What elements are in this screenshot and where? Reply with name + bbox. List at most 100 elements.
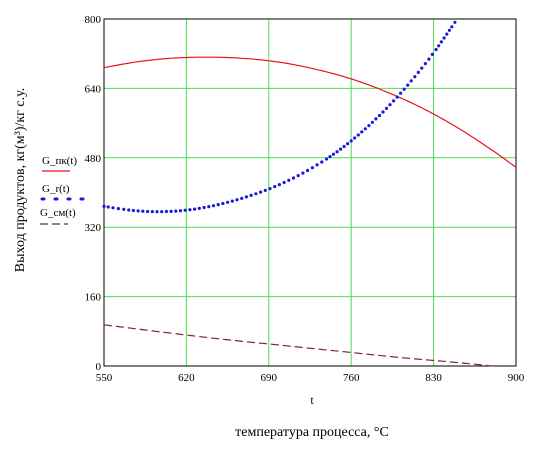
series-2-point — [437, 44, 441, 48]
series-2-point — [339, 147, 343, 151]
series-2-point — [402, 87, 406, 91]
series-2-point — [353, 136, 357, 140]
series-2-point — [160, 210, 164, 214]
series-2-point — [406, 83, 410, 87]
series-2-point — [122, 207, 126, 211]
series-2-point — [254, 192, 258, 196]
legend-label-series-3: G_см(t) — [40, 207, 76, 219]
series-2-point — [430, 52, 434, 57]
series-2-point — [356, 133, 360, 137]
series-2-point — [244, 195, 248, 199]
series-2-point — [310, 166, 314, 170]
series-2-point — [388, 103, 392, 107]
x-variable-label: t — [310, 393, 314, 407]
series-2-point — [434, 47, 438, 52]
x-tick-label: 830 — [425, 372, 442, 384]
series-2-point — [155, 210, 159, 214]
series-3 — [103, 324, 493, 367]
series-2-point — [423, 62, 427, 66]
series-2-point — [374, 117, 378, 121]
series-2 — [102, 20, 457, 214]
series-2-point — [277, 183, 281, 187]
series-2-point — [106, 205, 110, 209]
series-2-point — [413, 75, 417, 79]
series-2-point — [447, 28, 451, 32]
series-2-point — [445, 32, 449, 36]
series-2-point — [296, 174, 300, 178]
series-2-point — [381, 110, 385, 114]
series-2-point — [174, 209, 178, 213]
series-2-point — [331, 152, 336, 156]
series-2-point — [427, 57, 431, 61]
y-tick-label: 640 — [85, 83, 102, 95]
x-tick-label: 760 — [343, 372, 360, 384]
series-1 — [103, 56, 517, 168]
series-2-point — [211, 204, 216, 208]
y-tick-label: 0 — [96, 361, 102, 373]
series-2-point — [442, 36, 446, 40]
series-2-point — [453, 20, 457, 24]
series-2-point — [291, 176, 296, 180]
y-tick-label: 480 — [85, 153, 102, 165]
series-2-point — [335, 150, 339, 154]
series-2-point — [240, 196, 244, 200]
series-2-point — [273, 185, 277, 189]
series-2-point — [235, 198, 239, 202]
series-2-point — [349, 139, 353, 143]
series-2-point — [102, 204, 106, 208]
series-2-point — [188, 208, 192, 212]
series-2-point — [221, 201, 225, 206]
series-2-point — [169, 209, 173, 213]
series-2-point — [377, 113, 382, 118]
series-2-point — [384, 106, 389, 110]
series-2-point — [150, 210, 154, 214]
x-tick-label: 550 — [96, 372, 113, 384]
series-2-point — [346, 142, 350, 146]
series-2-point — [306, 168, 310, 173]
series-2-point — [450, 25, 454, 29]
series-2-point — [136, 209, 140, 213]
y-tick-label: 160 — [85, 292, 102, 304]
series-2-point — [392, 99, 396, 103]
series-2-point — [360, 130, 364, 134]
series-2-point — [183, 208, 187, 212]
series-2-point — [193, 207, 197, 211]
series-2-point — [127, 208, 131, 212]
y-tick-labels: 0 160 320 480 640 800 — [85, 14, 102, 373]
series-2-point — [226, 200, 230, 204]
legend: G_пк(t) G_r(t) G_см(t) — [40, 155, 92, 225]
series-2-point — [146, 209, 150, 214]
series-2-point — [287, 178, 291, 182]
x-axis-title: температура процесса, °C — [235, 425, 389, 440]
series-2-point — [439, 40, 443, 44]
series-2-point — [131, 208, 135, 213]
legend-label-series-1: G_пк(t) — [42, 155, 77, 167]
series-2-point — [202, 205, 206, 210]
series-2-point — [111, 206, 115, 210]
plot-frame — [103, 18, 517, 367]
series-2-point — [207, 205, 211, 209]
x-tick-label: 900 — [508, 372, 525, 384]
series-2-point — [324, 157, 329, 161]
series-2-point — [116, 207, 120, 211]
series-2-point — [399, 91, 403, 95]
series-layer — [102, 20, 517, 367]
y-tick-label: 800 — [85, 14, 102, 26]
series-2-point — [216, 203, 220, 207]
series-2-point — [268, 187, 272, 191]
series-2-point — [363, 127, 367, 131]
series-2-point — [230, 199, 234, 203]
series-2-point — [409, 79, 413, 83]
y-tick-label: 320 — [85, 222, 102, 234]
series-2-point — [370, 120, 374, 124]
x-tick-label: 620 — [178, 372, 195, 384]
series-2-point — [197, 206, 201, 210]
series-2-point — [259, 190, 263, 194]
series-2-point — [342, 144, 346, 149]
series-2-point — [328, 155, 332, 159]
series-3-line — [103, 324, 493, 367]
series-2-point — [395, 95, 399, 99]
series-2-point — [367, 124, 371, 128]
series-2-point — [164, 209, 168, 214]
